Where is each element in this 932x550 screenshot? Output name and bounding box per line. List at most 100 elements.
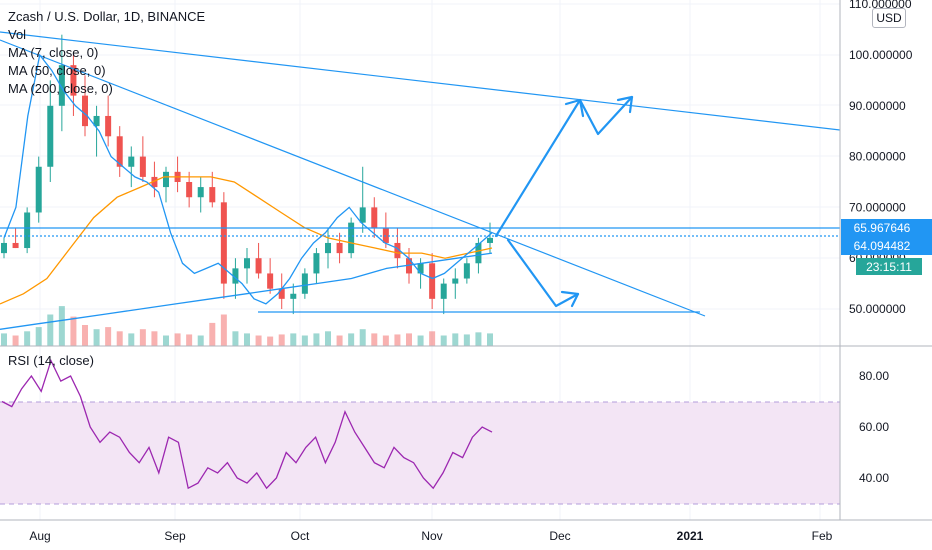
volume-bar xyxy=(336,335,343,346)
candle xyxy=(35,156,42,223)
volume-bar xyxy=(220,314,227,346)
candle xyxy=(336,232,343,264)
candle xyxy=(70,55,77,116)
volume-bar xyxy=(417,335,424,346)
candle xyxy=(82,75,88,137)
volume-bar xyxy=(475,332,482,346)
time-axis-ticks[interactable]: Aug Sep Oct Nov Dec 2021 Feb xyxy=(29,529,832,543)
price-tick-label: 100.000000 xyxy=(849,48,913,62)
candle xyxy=(371,197,378,238)
volume-bar xyxy=(325,331,331,346)
volume-bar xyxy=(70,316,77,346)
arrow-head-3 xyxy=(560,290,580,308)
volume-bar xyxy=(35,327,42,346)
candle xyxy=(301,268,308,299)
rsi-tick-label: 60.00 xyxy=(859,420,889,434)
time-tick-label: 2021 xyxy=(677,529,704,543)
candle xyxy=(255,242,262,279)
arrow-head-1 xyxy=(564,98,585,118)
ma7-line xyxy=(3,53,493,305)
volume-bar xyxy=(163,335,169,346)
candle xyxy=(244,248,250,284)
volume-bar xyxy=(394,334,401,346)
candle xyxy=(93,105,100,157)
candle xyxy=(197,176,204,213)
currency-button[interactable]: USD xyxy=(872,8,906,28)
volume-bar xyxy=(82,325,88,346)
upper-trendline[interactable] xyxy=(0,31,841,131)
arrow-head-2 xyxy=(616,95,634,114)
price-tick-label: 50.000000 xyxy=(849,302,906,316)
price-tag-current: 65.967646 xyxy=(841,219,932,237)
volume-bar xyxy=(1,333,7,346)
time-tick-label: Nov xyxy=(421,529,442,543)
volume-bar xyxy=(348,333,355,346)
time-tick-label: Feb xyxy=(812,529,833,543)
volume-bar xyxy=(116,331,123,346)
time-tick-label: Aug xyxy=(29,529,50,543)
volume-bar xyxy=(429,331,436,346)
volume-bar xyxy=(463,334,470,346)
volume-bar xyxy=(487,333,493,346)
candle xyxy=(359,166,366,233)
descending-trendline[interactable] xyxy=(0,39,706,317)
price-tick-label: 70.000000 xyxy=(849,200,906,214)
ma200-line xyxy=(0,252,493,330)
chart-legend: Zcash / U.S. Dollar, 1D, BINANCE Vol MA … xyxy=(8,8,205,98)
candle xyxy=(163,166,169,203)
candle xyxy=(220,192,227,299)
ma50-line xyxy=(0,176,493,305)
volume-bar xyxy=(267,336,274,346)
symbol-title[interactable]: Zcash / U.S. Dollar, 1D, BINANCE xyxy=(8,9,206,24)
rsi-tick-label: 40.00 xyxy=(859,471,889,485)
bullish-projection-arrow[interactable] xyxy=(494,95,634,238)
candle xyxy=(325,227,331,269)
bearish-projection-arrow[interactable] xyxy=(506,238,580,308)
legend-vol[interactable]: Vol xyxy=(8,27,27,42)
rsi-band xyxy=(0,402,840,504)
candle xyxy=(128,146,135,188)
price-tick-label: 80.000000 xyxy=(849,150,906,164)
candle xyxy=(382,212,389,249)
candle xyxy=(47,80,54,182)
volume-bar xyxy=(186,334,193,346)
candle xyxy=(348,217,355,259)
legend-rsi[interactable]: RSI (14, close) xyxy=(8,353,94,368)
volume-bar xyxy=(47,314,54,346)
projection-arrows[interactable] xyxy=(494,95,634,308)
candle xyxy=(151,161,158,198)
candle xyxy=(278,273,285,309)
candle xyxy=(313,248,320,284)
volume-bar xyxy=(24,331,31,346)
candle xyxy=(186,171,193,208)
volume-bar xyxy=(105,327,112,346)
candle xyxy=(1,237,7,259)
volume-bar xyxy=(440,335,447,346)
volume-bar xyxy=(58,306,65,346)
volume-bar xyxy=(139,329,146,346)
volume-bar xyxy=(278,334,285,346)
candle xyxy=(116,126,123,177)
legend-ma50[interactable]: MA (50, close, 0) xyxy=(8,63,106,78)
price-tick-label: 90.000000 xyxy=(849,99,906,113)
rsi-tick-label: 80.00 xyxy=(859,369,889,383)
volume-bar xyxy=(371,333,378,346)
rsi-axis-ticks[interactable]: 40.00 60.00 80.00 xyxy=(859,369,889,485)
candle xyxy=(24,207,31,254)
volume-bar xyxy=(452,333,459,346)
legend-ma7[interactable]: MA (7, close, 0) xyxy=(8,45,99,60)
volume-bar xyxy=(93,329,100,346)
volume-bar xyxy=(382,335,389,346)
legend-ma200[interactable]: MA (200, close, 0) xyxy=(8,81,113,96)
candle xyxy=(58,34,65,132)
rsi-line xyxy=(1,358,493,490)
candle xyxy=(440,278,447,315)
volume-bar xyxy=(128,333,135,346)
volume-bar xyxy=(313,333,320,346)
candle xyxy=(139,136,146,182)
candle xyxy=(452,268,459,299)
trendlines[interactable] xyxy=(0,31,841,317)
volume-bar xyxy=(255,335,262,346)
